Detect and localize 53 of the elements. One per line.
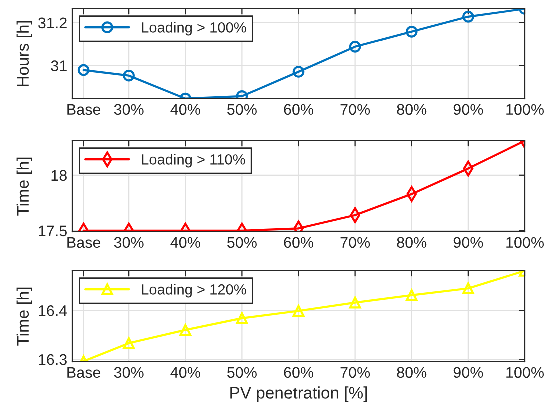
point bbox=[349, 296, 362, 309]
y-tick-label: 31 bbox=[51, 60, 67, 72]
x-axis-title: PV penetration [%] bbox=[230, 386, 368, 402]
x-tick-label: 30% bbox=[114, 237, 144, 248]
y-tick-label: 31.2 bbox=[38, 18, 67, 29]
y-tick-label: 17.5 bbox=[39, 226, 67, 237]
x-tick-label: 90% bbox=[454, 104, 484, 116]
x-tick-label: 60% bbox=[284, 367, 314, 378]
x-tick-label: 80% bbox=[397, 237, 427, 248]
point bbox=[349, 41, 362, 53]
point bbox=[123, 70, 135, 82]
point bbox=[406, 290, 418, 302]
x-tick-label: 70% bbox=[340, 237, 370, 248]
x-tick-label: 100% bbox=[506, 237, 544, 248]
legend-label: Loading > 110% bbox=[142, 154, 246, 168]
y-axis-title: Time [h] bbox=[16, 158, 32, 216]
y-axis-title: Time [h] bbox=[16, 288, 32, 346]
point bbox=[406, 26, 418, 38]
x-tick-label: 30% bbox=[114, 104, 144, 116]
point bbox=[78, 64, 90, 76]
x-tick-label: 100% bbox=[506, 104, 544, 116]
x-tick-label: 90% bbox=[454, 237, 484, 248]
x-tick-label: 40% bbox=[170, 104, 200, 116]
x-tick-label: 50% bbox=[228, 104, 257, 116]
y-tick-label: 18 bbox=[52, 170, 67, 182]
point bbox=[180, 324, 192, 336]
point bbox=[462, 282, 474, 295]
y-tick-label: 16.3 bbox=[39, 354, 67, 366]
x-tick-label: 80% bbox=[397, 104, 427, 116]
point bbox=[123, 338, 135, 350]
x-tick-label: Base bbox=[68, 104, 101, 116]
x-tick-label: 60% bbox=[284, 104, 314, 116]
x-tick-label: 70% bbox=[340, 367, 370, 378]
legend-label: Loading > 120% bbox=[142, 284, 246, 298]
x-tick-label: 40% bbox=[170, 367, 200, 378]
point bbox=[462, 11, 474, 23]
x-tick-label: 50% bbox=[228, 367, 257, 378]
x-tick-label: 50% bbox=[228, 237, 257, 248]
y-axis-title: Hours [h] bbox=[16, 21, 32, 86]
x-tick-label: 40% bbox=[170, 237, 200, 248]
x-tick-label: Base bbox=[68, 367, 101, 378]
x-tick-label: Base bbox=[68, 237, 101, 248]
x-tick-label: 100% bbox=[506, 367, 544, 378]
point bbox=[236, 312, 248, 324]
point bbox=[292, 305, 305, 318]
y-tick-label: 16.4 bbox=[39, 305, 68, 316]
point bbox=[292, 66, 305, 78]
legend-label: Loading > 100% bbox=[142, 22, 246, 36]
x-tick-label: 30% bbox=[114, 367, 144, 378]
x-tick-label: 60% bbox=[284, 237, 314, 248]
x-tick-label: 80% bbox=[397, 367, 427, 378]
x-tick-label: 70% bbox=[340, 104, 370, 116]
x-tick-label: 90% bbox=[454, 367, 484, 378]
